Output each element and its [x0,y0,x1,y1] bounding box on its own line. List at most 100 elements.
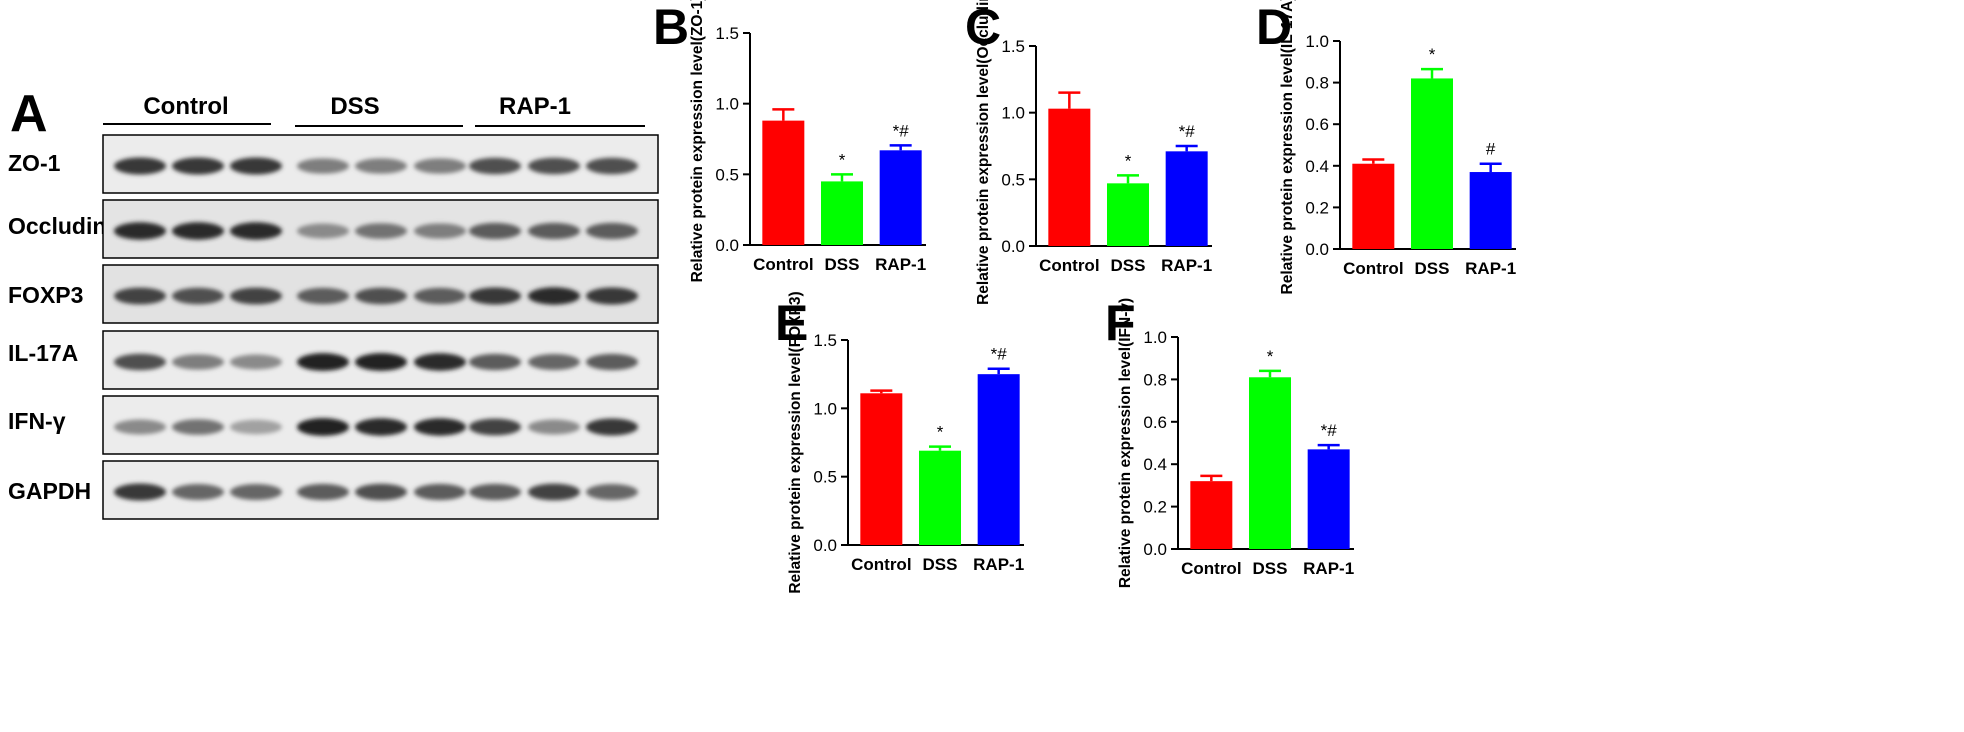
significance-label: *# [1179,122,1196,141]
x-tick-label: Control [851,555,911,574]
blot-band [586,418,638,436]
blot-band [172,222,224,240]
x-tick-label: RAP-1 [1465,259,1516,278]
blot-band [230,484,282,500]
blot-band [172,484,224,500]
blot-band [586,484,638,500]
bar-rap-1 [1469,172,1512,249]
significance-label: * [1125,151,1132,170]
y-tick-label: 1.0 [1001,104,1025,123]
blot-band [355,353,407,371]
bar-rap-1 [977,374,1020,545]
blot-band [469,157,521,175]
bar-dss [1107,183,1149,246]
y-tick-label: 0.2 [1305,198,1329,217]
blot-band [528,287,580,305]
x-tick-label: DSS [1415,259,1450,278]
chart-e-svg: E 0.0 0.5 1.0 1.5 Relative protein expression… [775,291,1024,593]
row-label-gapdh: GAPDH [8,478,92,504]
y-tick-label: 0.0 [1305,240,1329,259]
blot-row-5 [102,460,659,520]
blot-band [414,158,466,174]
y-axis-label: Relative protein expression level(IFN-γ) [1117,298,1134,588]
blot-band [355,483,407,501]
blot-band [355,223,407,239]
significance-label: * [1267,347,1274,366]
blot-band [172,354,224,370]
y-tick-label: 0.5 [1001,170,1025,189]
x-tick-label: DSS [825,255,860,274]
blot-band [114,287,166,305]
bar-dss [919,450,961,545]
blot-band [355,287,407,305]
y-tick-label: 0.4 [1143,455,1167,474]
blot-row-2 [102,264,659,324]
x-tick-label: DSS [1111,256,1146,275]
blot-band [297,223,349,239]
y-tick-label: 1.5 [715,24,739,43]
blot-band [172,157,224,175]
y-tick-label: 0.0 [813,536,837,555]
y-tick-label: 0.5 [813,468,837,487]
blot-band [230,287,282,305]
western-blot [102,134,659,520]
significance-label: * [839,150,846,169]
blot-band [469,418,521,436]
blot-band [114,419,166,435]
chart-c-svg: C 0.0 0.5 1.0 1.5 Relative protein expression… [965,0,1212,305]
blot-band [528,157,580,175]
bar-dss [1411,78,1453,249]
blot-row-1 [102,199,659,259]
group-label-control: Control [143,93,229,120]
blot-band [355,158,407,174]
chart-f-svg: F 0.0 0.2 0.4 0.6 0.8 1.0 Relative protein expr… [1105,295,1354,588]
bar-rap-1 [1165,151,1208,246]
group-label-rap1: RAP-1 [498,93,571,120]
group-line-control [103,123,271,125]
blot-band [114,222,166,240]
y-tick-label: 0.6 [1305,115,1329,134]
blot-band [172,419,224,435]
x-tick-label: Control [753,255,813,274]
x-tick-label: RAP-1 [1161,256,1212,275]
y-axis-label: Relative protein expression level(FOXP3) [787,291,804,593]
y-tick-label: 0.2 [1143,498,1167,517]
blot-band [297,418,349,436]
panel-letter-a: A [10,85,48,143]
row-label-zo1: ZO-1 [8,150,61,176]
blot-band [297,353,349,371]
blot-band [172,287,224,305]
bar-control [1048,108,1091,247]
blot-row-3 [102,330,659,390]
y-tick-label: 0.8 [1305,74,1329,93]
blot-band [469,287,521,305]
chart-b-svg: B 0.0 0.5 1.0 1.5 Relative protein expression… [653,0,926,282]
blot-band [230,354,282,370]
y-axis-label: Relative protein expression level(ZO-1) [689,0,706,282]
blot-band [528,483,580,501]
significance-label: *# [991,345,1008,364]
y-axis-label: Relative protein expression level(Occlud… [975,0,992,305]
x-tick-label: Control [1039,256,1099,275]
blot-band [528,222,580,240]
bar-rap-1 [879,150,922,245]
blot-band [586,353,638,371]
blot-band [586,222,638,240]
y-tick-label: 0.0 [1001,237,1025,256]
significance-label: * [937,423,944,442]
blot-band [230,157,282,175]
blot-band [586,157,638,175]
bar-control [1352,163,1395,249]
x-tick-label: RAP-1 [1303,559,1354,578]
panel-letter-c: C [965,0,1001,55]
blot-band [414,483,466,501]
blot-band [469,222,521,240]
group-line-rap1 [475,125,645,127]
y-tick-label: 0.5 [715,165,739,184]
blot-band [114,353,166,371]
y-tick-label: 0.6 [1143,413,1167,432]
blot-band [414,223,466,239]
blot-band [469,483,521,501]
bar-control [860,393,903,545]
blot-band [230,419,282,435]
